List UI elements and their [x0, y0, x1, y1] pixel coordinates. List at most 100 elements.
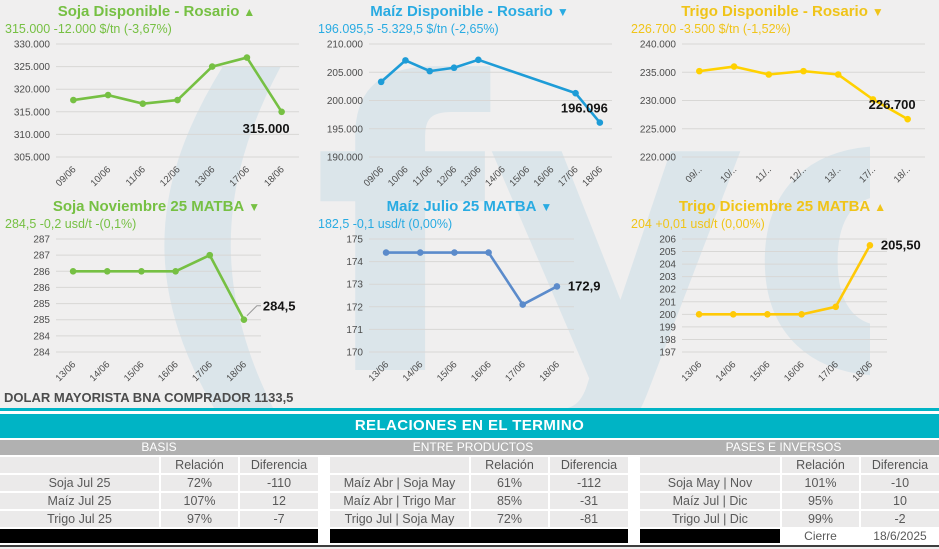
- row-label: Trigo Jul | Soja May: [330, 511, 469, 527]
- y-axis-label: 235.000: [640, 68, 677, 79]
- y-axis-label: 320.000: [14, 85, 51, 96]
- data-point: [172, 267, 179, 275]
- header-blank-cell: [330, 457, 469, 473]
- chart-subtitle: 182,5 -0,1 usd/t (0,00%): [318, 217, 453, 231]
- relations-block: RELACIONES EN EL TERMINO BASIS ENTRE PRO…: [0, 408, 939, 547]
- x-axis-label: 16/06: [156, 359, 181, 384]
- table-row: Soja Jul 25 72% -110: [0, 475, 318, 491]
- up-arrow-icon: ▲: [243, 5, 256, 19]
- x-axis-label: 14/06: [88, 359, 113, 384]
- down-arrow-icon: ▼: [248, 200, 261, 214]
- x-axis-label: 15/06: [507, 164, 532, 189]
- y-axis-label: 287: [33, 251, 50, 262]
- relations-tables: Relación Diferencia Soja Jul 25 72% -110 Maíz…: [0, 457, 939, 543]
- y-axis-label: 174: [346, 257, 363, 268]
- chart-title: Soja Noviembre 25 MATBA ▼: [52, 198, 261, 215]
- black-footer-bar: [640, 529, 780, 543]
- row-label: Soja May | Nov: [640, 475, 780, 491]
- table-row: Maíz Abr | Trigo Mar 85% -31: [330, 493, 628, 509]
- x-axis-label: 17/06: [190, 359, 215, 384]
- y-axis-label: 330.000: [14, 40, 51, 51]
- cyan-divider: [0, 408, 939, 411]
- x-axis-label: 15/06: [748, 359, 773, 384]
- y-axis-label: 286: [33, 267, 50, 278]
- chart-subtitle: 226.700 -3.500 $/tn (-1,52%): [631, 22, 791, 36]
- data-point: [138, 267, 145, 275]
- data-point: [382, 249, 390, 256]
- diferencia-value: 12: [240, 493, 318, 509]
- x-axis-label: 11/06: [411, 164, 435, 188]
- y-axis-label: 284: [33, 331, 50, 342]
- x-axis-label: 16/06: [469, 359, 494, 384]
- table-row: Trigo Jul | Soja May 72% -81: [330, 511, 628, 527]
- data-point: [485, 249, 492, 256]
- chart-canvas-3: 287 287 286 286 285 285 284 284 13/06 14/06 15/06 1…: [33, 235, 296, 384]
- table-row: Trigo Jul | Dic 99% -2: [640, 511, 939, 527]
- section-title-pases-e-inversos: PASES E INVERSOS: [725, 440, 842, 454]
- relacion-value: 97%: [161, 511, 238, 527]
- data-point: [243, 54, 251, 61]
- cierre-label: Cierre: [804, 529, 837, 543]
- x-axis-label: 17/06: [503, 359, 528, 384]
- x-axis-label: 14/06: [401, 359, 426, 384]
- down-arrow-icon: ▼: [871, 5, 884, 19]
- x-axis-label: 10/06: [89, 164, 114, 189]
- chart-panel-2: Trigo Disponible - Rosario ▼ 226.700 -3.50…: [626, 0, 939, 195]
- column-header: Diferencia: [861, 457, 939, 473]
- data-point: [832, 303, 840, 311]
- table-row: Soja May | Nov 101% -10: [640, 475, 939, 491]
- y-axis-label: 284: [33, 348, 50, 359]
- chart-canvas-2: 240.000 235.000 230.000 225.000 220.000 09/..…: [640, 40, 925, 185]
- diferencia-value: -110: [240, 475, 318, 491]
- y-axis-label: 210.000: [327, 40, 364, 51]
- row-label: Maíz Abr | Trigo Mar: [330, 493, 469, 509]
- data-point: [426, 67, 434, 75]
- x-axis-label: 12/06: [435, 164, 460, 189]
- column-header: Relación: [161, 457, 238, 473]
- chart-panel-0: Soja Disponible - Rosario ▲ 315.000 -12.00…: [0, 0, 313, 195]
- relacion-value: 101%: [782, 475, 859, 491]
- y-axis-label: 285: [33, 299, 50, 310]
- data-point: [70, 96, 77, 104]
- y-axis-label: 204: [659, 260, 676, 271]
- section-title-basis: BASIS: [141, 440, 177, 454]
- x-axis-label: 18/06: [580, 164, 605, 189]
- data-point: [104, 91, 112, 99]
- relacion-value: 95%: [782, 493, 859, 509]
- section-title-entre-productos: ENTRE PRODUCTOS: [412, 440, 534, 454]
- relacion-value: 72%: [471, 511, 548, 527]
- x-axis-label: 13/06: [459, 164, 484, 189]
- bottom-border: [0, 545, 939, 547]
- x-axis-label: 15/06: [435, 359, 460, 384]
- y-axis-label: 190.000: [327, 153, 364, 164]
- y-axis-label: 203: [659, 272, 676, 283]
- chart-line: [72, 56, 283, 114]
- x-axis-label: 16/06: [782, 359, 807, 384]
- y-axis-label: 286: [33, 283, 50, 294]
- data-point: [800, 67, 807, 75]
- y-axis-label: 285: [33, 315, 50, 326]
- data-point: [451, 249, 458, 256]
- up-arrow-icon: ▲: [874, 200, 887, 214]
- data-point: [139, 100, 147, 107]
- data-point: [208, 63, 216, 70]
- last-value-label: 284,5: [263, 299, 296, 314]
- y-axis-label: 310.000: [14, 130, 51, 141]
- chart-panel-1: Maíz Disponible - Rosario ▼ 196.095,5 -5.3…: [313, 0, 626, 195]
- x-axis-label: 18/06: [262, 164, 287, 189]
- last-value-label: 226.700: [869, 97, 916, 112]
- data-point: [730, 63, 738, 70]
- chart-canvas-4: 175 174 173 172 171 170 13/06 14/06 15/06 16/06 17…: [346, 235, 601, 384]
- header-blank-cell: [640, 457, 780, 473]
- chart-line: [71, 253, 246, 322]
- data-point: [695, 311, 703, 318]
- data-point: [240, 316, 248, 324]
- x-axis-label: 14/06: [483, 164, 508, 189]
- cierre-footer-row: Cierre 18/6/2025: [640, 529, 939, 543]
- x-axis-label: 18/06: [537, 359, 562, 384]
- chart-title: Maíz Julio 25 MATBA ▼: [386, 198, 553, 215]
- last-value-label: 172,9: [568, 278, 601, 293]
- chart-title: Soja Disponible - Rosario ▲: [57, 3, 256, 20]
- column-header: Diferencia: [240, 457, 318, 473]
- x-axis-label: 17/06: [556, 164, 581, 189]
